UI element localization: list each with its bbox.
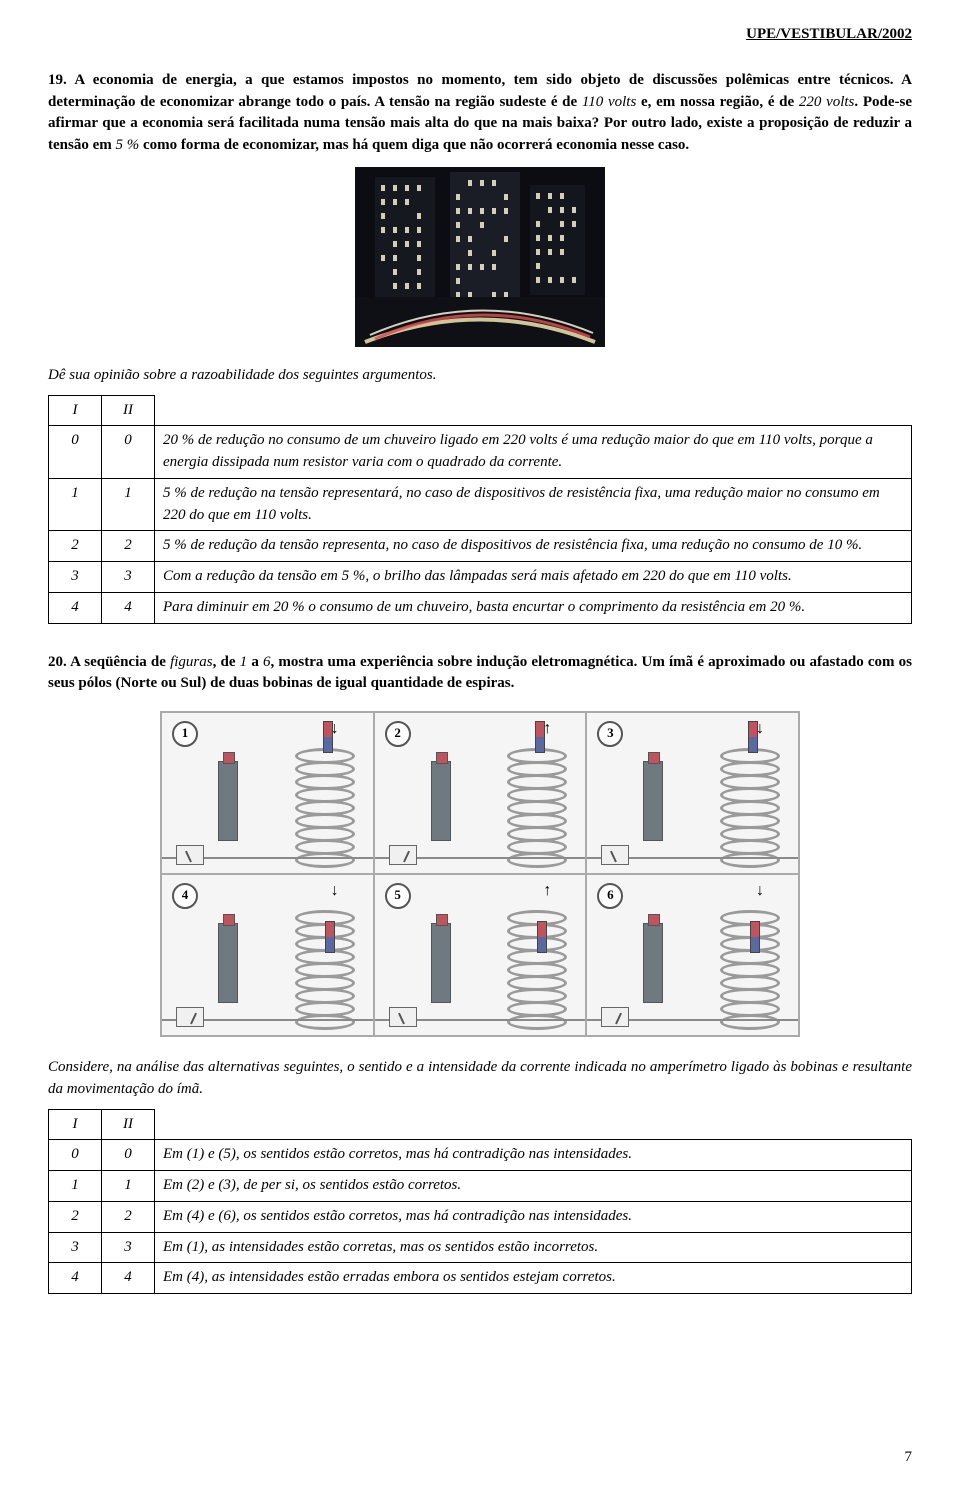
table-row-col-I: 4 (49, 1263, 102, 1294)
figure-panel: 6↓ (586, 874, 799, 1036)
coil-icon (720, 751, 780, 868)
ammeter-icon (389, 845, 417, 865)
table-row-col-I: 3 (49, 1232, 102, 1263)
ammeter-icon (176, 845, 204, 865)
table-row-col-I: 3 (49, 562, 102, 593)
panel-number: 3 (597, 721, 623, 747)
arrow-icon: ↓ (756, 879, 764, 902)
table-row-statement: Em (1), as intensidades estão corretas, … (155, 1232, 912, 1263)
q19-mid1: e, em nossa região, é de (636, 94, 799, 110)
q20-lead1: 20. A seqüência de (48, 654, 170, 670)
battery-icon (218, 923, 238, 1003)
q20-lead3: a (247, 654, 263, 670)
ammeter-icon (601, 1007, 629, 1027)
magnet-icon (537, 921, 547, 953)
q20-text: 20. A seqüência de figuras, de 1 a 6, mo… (48, 652, 912, 696)
figure-panel: 2↑ (374, 712, 587, 874)
table-row-col-I: 2 (49, 1201, 102, 1232)
panel-number: 6 (597, 883, 623, 909)
figure-panel: 1↓ (161, 712, 374, 874)
q19-5pct: 5 % (116, 137, 140, 153)
table-row-col-II: 4 (102, 592, 155, 623)
table-row-statement: 5 % de redução na tensão representará, n… (155, 478, 912, 531)
q20-lead2: , de (213, 654, 240, 670)
coil-icon (295, 751, 355, 868)
magnet-icon (750, 921, 760, 953)
table-row-statement: Com a redução da tensão em 5 %, o brilho… (155, 562, 912, 593)
table-row-col-I: 0 (49, 426, 102, 479)
magnet-icon (325, 921, 335, 953)
table-row-col-II: 0 (102, 426, 155, 479)
arrow-icon: ↓ (331, 879, 339, 902)
q20-figure: 1↓2↑3↓4↓5↑6↓ (160, 711, 800, 1037)
q19-text: 19. A economia de energia, a que estamos… (48, 70, 912, 157)
arrow-icon: ↑ (543, 717, 551, 740)
panel-number: 1 (172, 721, 198, 747)
q20-six: 6 (263, 654, 271, 670)
table-row-col-II: 1 (102, 1171, 155, 1202)
table-row-statement: Para diminuir em 20 % o consumo de um ch… (155, 592, 912, 623)
table-row-statement: 20 % de redução no consumo de um chuveir… (155, 426, 912, 479)
battery-icon (643, 761, 663, 841)
table-row-col-II: 0 (102, 1140, 155, 1171)
table-row-statement: Em (4), as intensidades estão erradas em… (155, 1263, 912, 1294)
q20-figuras: figuras (170, 654, 213, 670)
ammeter-icon (176, 1007, 204, 1027)
q19-header-I: I (49, 395, 102, 426)
panel-number: 5 (385, 883, 411, 909)
q20-header-II: II (102, 1109, 155, 1140)
page-number: 7 (905, 1447, 913, 1469)
panel-number: 4 (172, 883, 198, 909)
ammeter-icon (389, 1007, 417, 1027)
arrow-icon: ↑ (543, 879, 551, 902)
table-row-statement: Em (2) e (3), de per si, os sentidos est… (155, 1171, 912, 1202)
q20-header-I: I (49, 1109, 102, 1140)
page-header: UPE/VESTIBULAR/2002 (48, 24, 912, 46)
q19-220v: 220 volts (799, 94, 855, 110)
figure-panel: 3↓ (586, 712, 799, 874)
battery-icon (218, 761, 238, 841)
table-row-statement: Em (4) e (6), os sentidos estão corretos… (155, 1201, 912, 1232)
table-row-col-II: 2 (102, 531, 155, 562)
table-row-col-II: 2 (102, 1201, 155, 1232)
battery-icon (431, 761, 451, 841)
table-row-statement: 5 % de redução da tensão representa, no … (155, 531, 912, 562)
city-night-image (355, 167, 605, 347)
q19-110v: 110 volts (582, 94, 636, 110)
battery-icon (431, 923, 451, 1003)
q19-header-II: II (102, 395, 155, 426)
table-row-col-II: 3 (102, 1232, 155, 1263)
arrow-icon: ↓ (331, 717, 339, 740)
ammeter-icon (601, 845, 629, 865)
table-row-col-I: 4 (49, 592, 102, 623)
table-row-col-I: 1 (49, 478, 102, 531)
q20-after-text: Considere, na análise das alternativas s… (48, 1057, 912, 1101)
table-row-col-I: 0 (49, 1140, 102, 1171)
q19-table: I II 0020 % de redução no consumo de um … (48, 395, 912, 624)
table-row-col-II: 3 (102, 562, 155, 593)
q20-table: I II 00Em (1) e (5), os sentidos estão c… (48, 1109, 912, 1295)
panel-number: 2 (385, 721, 411, 747)
figure-panel: 4↓ (161, 874, 374, 1036)
table-row-col-I: 2 (49, 531, 102, 562)
table-row-col-II: 1 (102, 478, 155, 531)
q19-prompt: Dê sua opinião sobre a razoabilidade dos… (48, 365, 912, 387)
table-row-col-I: 1 (49, 1171, 102, 1202)
table-row-statement: Em (1) e (5), os sentidos estão corretos… (155, 1140, 912, 1171)
battery-icon (643, 923, 663, 1003)
coil-icon (507, 751, 567, 868)
arrow-icon: ↓ (756, 717, 764, 740)
table-row-col-II: 4 (102, 1263, 155, 1294)
figure-panel: 5↑ (374, 874, 587, 1036)
q19-tail: como forma de economizar, mas há quem di… (139, 137, 689, 153)
